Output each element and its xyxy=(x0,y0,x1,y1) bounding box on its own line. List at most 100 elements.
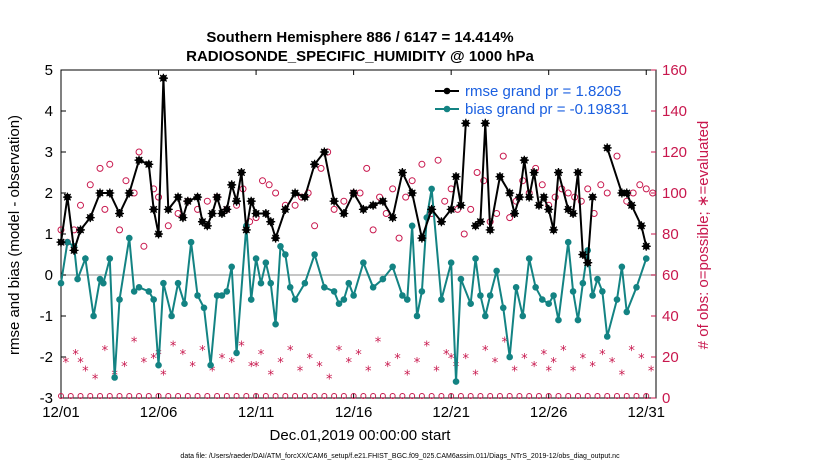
obs-evaluated-point: * xyxy=(560,344,567,359)
bias-point xyxy=(493,267,500,275)
rmse-point-star xyxy=(149,204,159,214)
right-y-tick-label: 0 xyxy=(662,390,670,407)
rmse-point-star xyxy=(251,209,261,218)
obs-evaluated-point: * xyxy=(253,360,260,375)
rmse-point-star xyxy=(173,192,183,202)
obs-possible-low-point xyxy=(496,392,503,399)
rmse-point-star xyxy=(636,221,646,231)
rmse-point-star xyxy=(417,233,427,243)
obs-possible-low-point xyxy=(292,392,299,399)
right-y-tick-label: 120 xyxy=(662,144,687,161)
obs-evaluated-point: * xyxy=(248,360,255,375)
bias-point xyxy=(155,361,162,369)
obs-possible-low-point xyxy=(613,392,620,399)
bias-point xyxy=(345,279,353,287)
obs-evaluated-point: * xyxy=(150,352,157,367)
obs-possible-point xyxy=(441,197,449,205)
obs-possible-low-point xyxy=(58,392,64,399)
rmse-point-star xyxy=(544,204,554,214)
obs-evaluated-point: * xyxy=(511,364,518,379)
obs-possible-point xyxy=(311,222,319,230)
obs-possible-point xyxy=(265,181,273,189)
rmse-point-star xyxy=(95,188,105,198)
obs-possible-point xyxy=(564,189,572,197)
obs-evaluated-point: * xyxy=(199,344,206,359)
obs-evaluated-point: * xyxy=(463,352,470,367)
obs-evaluated-point: * xyxy=(404,368,411,383)
obs-possible-low-point xyxy=(623,392,630,399)
rmse-point-star xyxy=(115,209,125,218)
obs-possible-low-point xyxy=(233,392,240,399)
x-tick-label: 12/01 xyxy=(42,404,80,421)
rmse-point-star xyxy=(76,225,86,235)
bias-point xyxy=(642,255,650,262)
bias-point xyxy=(532,284,539,291)
obs-possible-low-point xyxy=(457,392,464,399)
chart-title-line1: Southern Hemisphere 886 / 6147 = 14.414% xyxy=(206,29,513,46)
obs-possible-point xyxy=(603,189,611,197)
legend-bias-marker xyxy=(443,105,451,113)
bias-point xyxy=(64,238,71,246)
rmse-point-star xyxy=(163,204,173,214)
rmse-point-star xyxy=(158,73,168,83)
bias-point xyxy=(350,292,357,299)
obs-evaluated-point: * xyxy=(531,360,538,375)
right-y-tick-label: 20 xyxy=(662,349,679,366)
bias-point xyxy=(379,275,387,283)
obs-possible-low-point xyxy=(448,392,455,399)
obs-possible-point xyxy=(642,185,650,193)
bias-point xyxy=(233,349,240,357)
bias-point xyxy=(418,288,426,295)
obs-possible-low-point xyxy=(311,392,318,399)
bias-point xyxy=(174,279,182,287)
rmse-point-star xyxy=(144,159,154,169)
bias-point xyxy=(111,374,118,381)
rmse-point-star xyxy=(510,209,520,218)
obs-possible-low-point xyxy=(184,392,191,399)
bias-point xyxy=(218,292,226,299)
bias-point xyxy=(200,304,208,312)
rmse-point-star xyxy=(183,196,193,206)
rmse-point-star xyxy=(193,192,203,202)
rmse-point-star xyxy=(202,221,212,231)
obs-possible-low-point xyxy=(301,392,308,399)
bias-point xyxy=(330,288,338,295)
y-tick-label: -3 xyxy=(40,390,53,407)
obs-possible-low-point xyxy=(136,392,143,399)
bias-point xyxy=(360,259,367,267)
obs-possible-point xyxy=(613,152,621,160)
obs-possible-low-point xyxy=(584,392,591,399)
obs-possible-point xyxy=(480,177,488,185)
rmse-point-star xyxy=(388,213,398,223)
obs-possible-low-point xyxy=(477,392,484,399)
bias-point xyxy=(545,300,553,308)
bias-point xyxy=(633,284,640,291)
rmse-point-star xyxy=(124,188,134,198)
bias-point xyxy=(160,279,167,287)
bias-point xyxy=(291,296,299,303)
obs-possible-low-point xyxy=(350,392,357,399)
rmse-point-star xyxy=(456,200,466,210)
obs-possible-low-point xyxy=(526,392,533,399)
obs-possible-low-point xyxy=(565,392,572,399)
obs-evaluated-point: * xyxy=(448,352,455,367)
bias-point xyxy=(223,288,231,295)
rmse-point-star xyxy=(56,237,66,247)
obs-possible-low-point xyxy=(282,392,289,399)
obs-evaluated-point: * xyxy=(72,348,79,363)
rmse-point-star xyxy=(495,172,505,182)
obs-possible-low-point xyxy=(370,392,377,399)
obs-evaluated-point: * xyxy=(619,368,626,383)
rmse-point-star xyxy=(451,172,461,182)
obs-evaluated-point: * xyxy=(326,373,333,388)
bias-point xyxy=(447,259,455,267)
obs-possible-low-point xyxy=(262,392,269,399)
y-tick-label: 4 xyxy=(45,103,53,120)
rmse-point-star xyxy=(246,196,256,206)
x-tick-label: 12/31 xyxy=(627,404,665,421)
rmse-point-star xyxy=(358,204,368,214)
obs-evaluated-point: * xyxy=(365,364,372,379)
bias-point xyxy=(569,288,577,295)
bias-point xyxy=(623,308,631,316)
bias-point xyxy=(413,312,421,320)
